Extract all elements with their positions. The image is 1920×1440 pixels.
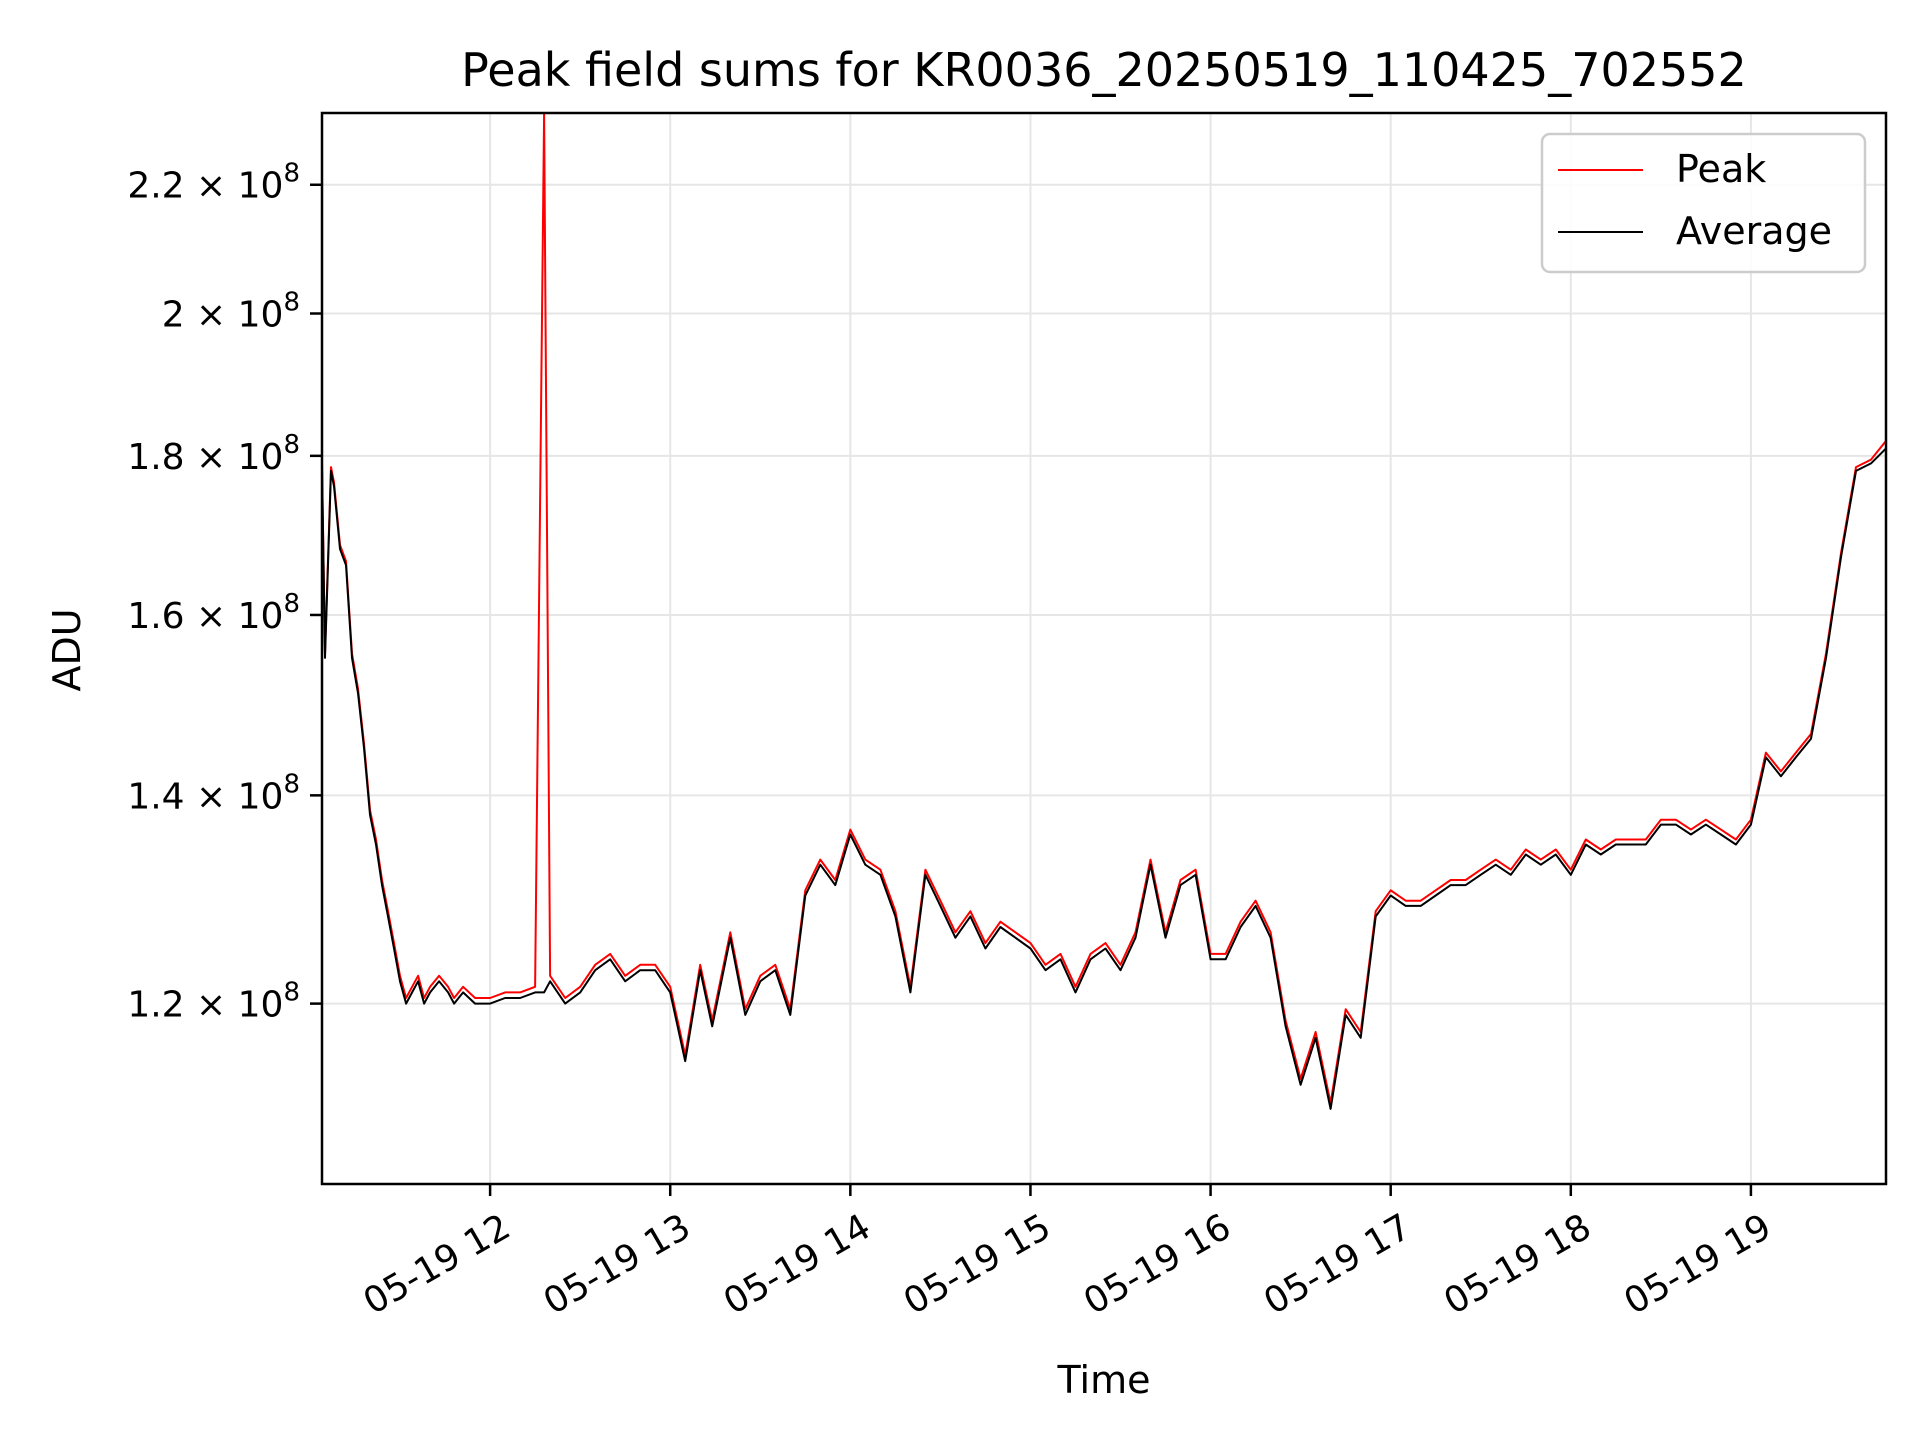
- plot-area: [322, 113, 1886, 1110]
- series-line-average: [322, 447, 1886, 1110]
- chart-title: Peak field sums for KR0036_20250519_1104…: [461, 43, 1747, 97]
- x-axis-label: Time: [1057, 1358, 1151, 1402]
- y-axis-label: ADU: [45, 608, 89, 691]
- y-tick-label: 1.8 × 108: [127, 430, 300, 478]
- y-tick-label: 1.6 × 108: [127, 589, 300, 637]
- y-tick-label: 2.2 × 108: [127, 159, 300, 207]
- y-tick-label: 1.2 × 108: [127, 978, 300, 1026]
- legend: Peak Average: [1540, 132, 1867, 274]
- y-axis: 1.2 × 108 1.4 × 108 1.6 × 108 1.8 × 108 2 × …: [127, 159, 322, 1026]
- legend-label-average: Average: [1676, 209, 1832, 253]
- y-tick-label: 2 × 108: [162, 288, 300, 336]
- series-line-peak: [322, 113, 1886, 1104]
- grid: [322, 113, 1886, 1184]
- y-tick-label: 1.4 × 108: [127, 769, 300, 817]
- legend-label-peak: Peak: [1676, 147, 1766, 191]
- legend-box: [1540, 132, 1867, 274]
- plot-frame: [320, 111, 1888, 1186]
